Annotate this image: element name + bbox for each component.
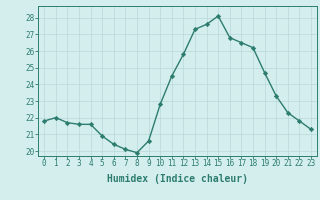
X-axis label: Humidex (Indice chaleur): Humidex (Indice chaleur)	[107, 174, 248, 184]
